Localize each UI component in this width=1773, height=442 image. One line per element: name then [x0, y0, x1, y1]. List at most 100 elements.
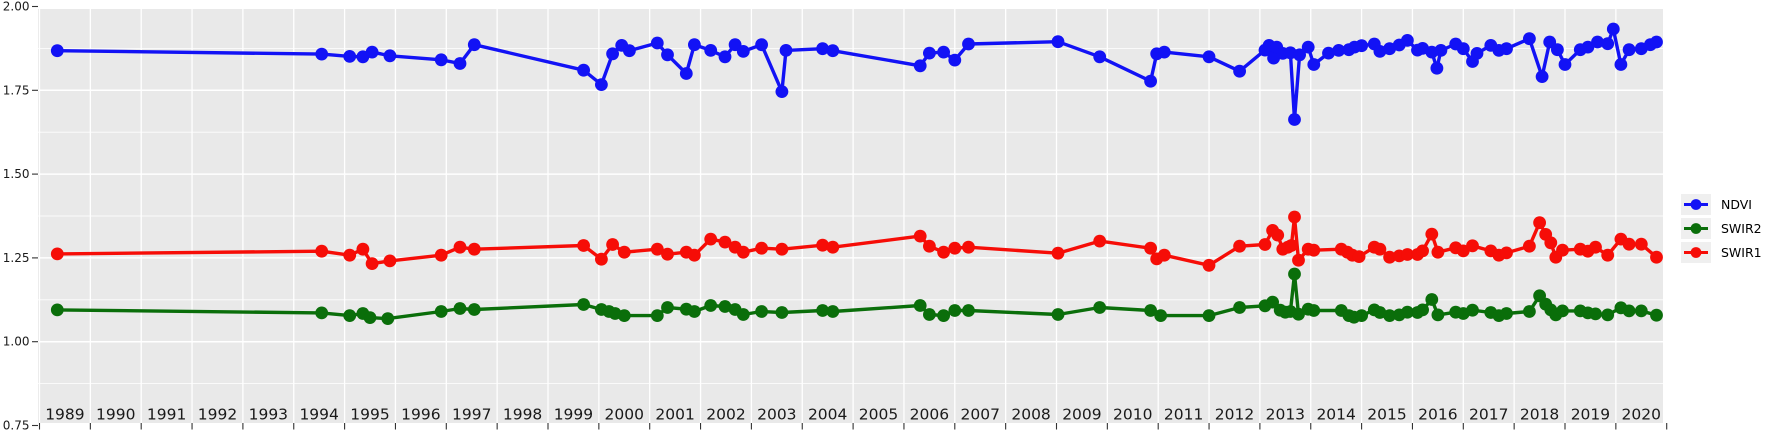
ndvi-point [1383, 42, 1396, 56]
swir2-point [1355, 309, 1368, 322]
swir1-point [1634, 237, 1648, 251]
swir1-point [1144, 241, 1157, 255]
x-tick-label: 2007 [960, 406, 999, 424]
swir2-point [1416, 303, 1429, 317]
ndvi-point [1470, 47, 1484, 60]
x-tick-label: 1998 [503, 406, 542, 424]
swir2-point [50, 303, 64, 317]
swir1-point [315, 244, 329, 258]
swir1-point [718, 235, 732, 249]
swir1-point [1157, 248, 1171, 262]
ndvi-point [1301, 40, 1315, 54]
swir2-point [315, 306, 329, 320]
swir2-point [1093, 301, 1107, 314]
swir2-point [1144, 304, 1157, 317]
y-tick-label: 1.75 [3, 83, 30, 97]
ndvi-point [718, 50, 732, 64]
x-tick-label: 2005 [859, 406, 898, 424]
ndvi-point [1322, 46, 1335, 60]
ndvi-point [1606, 22, 1620, 36]
swir1-point [1425, 227, 1439, 241]
swir2-point [962, 304, 975, 317]
ndvi-point [826, 44, 840, 58]
x-tick-label: 2004 [808, 406, 847, 424]
swir1-point [1288, 210, 1301, 224]
swir1-point [1285, 239, 1298, 252]
swir1-point [1292, 253, 1305, 267]
x-tick-label: 2019 [1571, 406, 1610, 424]
swir1-point [1500, 246, 1513, 260]
ndvi-point [434, 53, 448, 67]
ndvi-series [50, 22, 1663, 126]
ndvi-point [816, 42, 829, 56]
swir1-point [1233, 239, 1246, 253]
swir2-point [1292, 307, 1305, 321]
swir1-point [577, 239, 590, 252]
x-tick-label: 1990 [96, 406, 135, 424]
ndvi-point [1535, 70, 1549, 83]
ndvi-point [1591, 35, 1604, 49]
swir2-point [913, 299, 927, 312]
ndvi-point [755, 38, 768, 52]
x-axis-labels: 1989 1990 1991 1992 1993 1994 1995 1996 1997 1998… [45, 406, 1661, 424]
swir1-point [736, 245, 750, 259]
ndvi-point [343, 50, 357, 63]
swir2-point [381, 312, 395, 325]
swir2-point [923, 308, 936, 321]
ndvi-point [962, 37, 975, 51]
swir2-point [688, 305, 701, 318]
x-tick-label: 1999 [554, 406, 593, 424]
y-tick-label: 1.50 [3, 167, 30, 181]
swir1-point [1051, 246, 1065, 260]
ndvi-point [623, 44, 636, 58]
ndvi-point [1233, 64, 1246, 78]
ndvi-point [1551, 43, 1564, 57]
legend-dot-icon [1690, 222, 1702, 234]
legend-label: SWIR2 [1721, 220, 1762, 236]
swir1-point [617, 245, 631, 259]
ndvi-point [1332, 44, 1346, 57]
y-tick-label: 0.75 [3, 419, 30, 433]
swir2-series [50, 267, 1663, 325]
swir2-point [1523, 305, 1536, 318]
x-tick-label: 1996 [401, 406, 440, 424]
swir2-point [1556, 304, 1569, 318]
ndvi-point [606, 47, 619, 61]
ndvi-point [679, 67, 693, 80]
swir1-point [775, 242, 789, 256]
ndvi-point [1456, 42, 1470, 56]
swir1-point [1416, 244, 1429, 258]
swir2-point [1650, 308, 1663, 322]
swir1-point [948, 241, 962, 255]
x-tick-label: 2010 [1113, 406, 1152, 424]
ndvi-point [1650, 35, 1663, 49]
ndvi-point [1293, 48, 1306, 62]
legend-key-marker [1681, 241, 1711, 263]
x-tick-label: 2014 [1316, 406, 1355, 424]
swir2-point [617, 309, 631, 322]
legend-key-marker [1681, 193, 1711, 215]
ndvi-point [315, 47, 329, 61]
legend: NDVI SWIR2 SWIR1 [1681, 192, 1762, 264]
swir2-point [775, 306, 789, 319]
swir1-point [826, 240, 840, 254]
x-tick-label: 1993 [249, 406, 288, 424]
legend-label: SWIR1 [1721, 244, 1762, 260]
swir2-point [1634, 304, 1648, 318]
y-tick-label: 1.25 [3, 251, 30, 265]
ndvi-point [1051, 35, 1065, 49]
swir2-point [577, 298, 590, 311]
swir1-point [1307, 243, 1321, 257]
x-tick-label: 2020 [1622, 406, 1661, 424]
x-tick-label: 2008 [1011, 406, 1050, 424]
legend-entry-swir2: SWIR2 [1681, 216, 1762, 240]
swir2-point [453, 302, 467, 315]
ndvi-point [1355, 39, 1368, 53]
ndvi-point [650, 36, 664, 50]
ndvi-point [1157, 45, 1171, 59]
ndvi-point [913, 59, 927, 73]
swir1-point [661, 247, 674, 261]
swir1-point [704, 232, 718, 246]
x-tick-label: 2017 [1469, 406, 1508, 424]
x-tick-label: 1994 [299, 406, 338, 424]
